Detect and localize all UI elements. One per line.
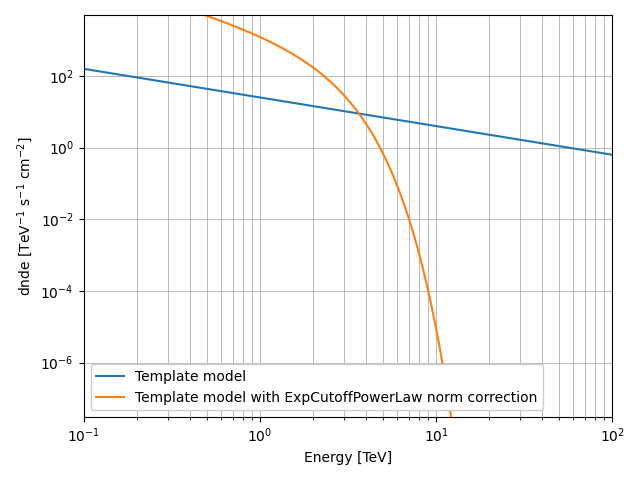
Template model (443, 125, 451, 131)
Template model with ExpCutoffPowerLaw norm correction (313, 67, 321, 73)
X-axis label: Energy [TeV]: Energy [TeV] (304, 451, 392, 465)
Line: Template model: Template model (84, 69, 612, 155)
Template model with ExpCutoffPowerLaw norm correction (443, 386, 451, 392)
Legend: Template model, Template model with ExpCutoffPowerLaw norm correction: Template model, Template model with ExpC… (91, 364, 543, 410)
Template model (294, 101, 301, 107)
Template model (313, 104, 321, 109)
Template model (134, 75, 141, 81)
Template model with ExpCutoffPowerLaw norm correction (294, 54, 301, 60)
Y-axis label: dnde [TeV$^{-1}$ s$^{-1}$ cm$^{-2}$]: dnde [TeV$^{-1}$ s$^{-1}$ cm$^{-2}$] (15, 136, 35, 296)
Template model (502, 134, 509, 140)
Template model (609, 152, 616, 157)
Line: Template model with ExpCutoffPowerLaw norm correction: Template model with ExpCutoffPowerLaw no… (84, 0, 612, 480)
Template model (492, 133, 500, 139)
Template model (80, 66, 88, 72)
